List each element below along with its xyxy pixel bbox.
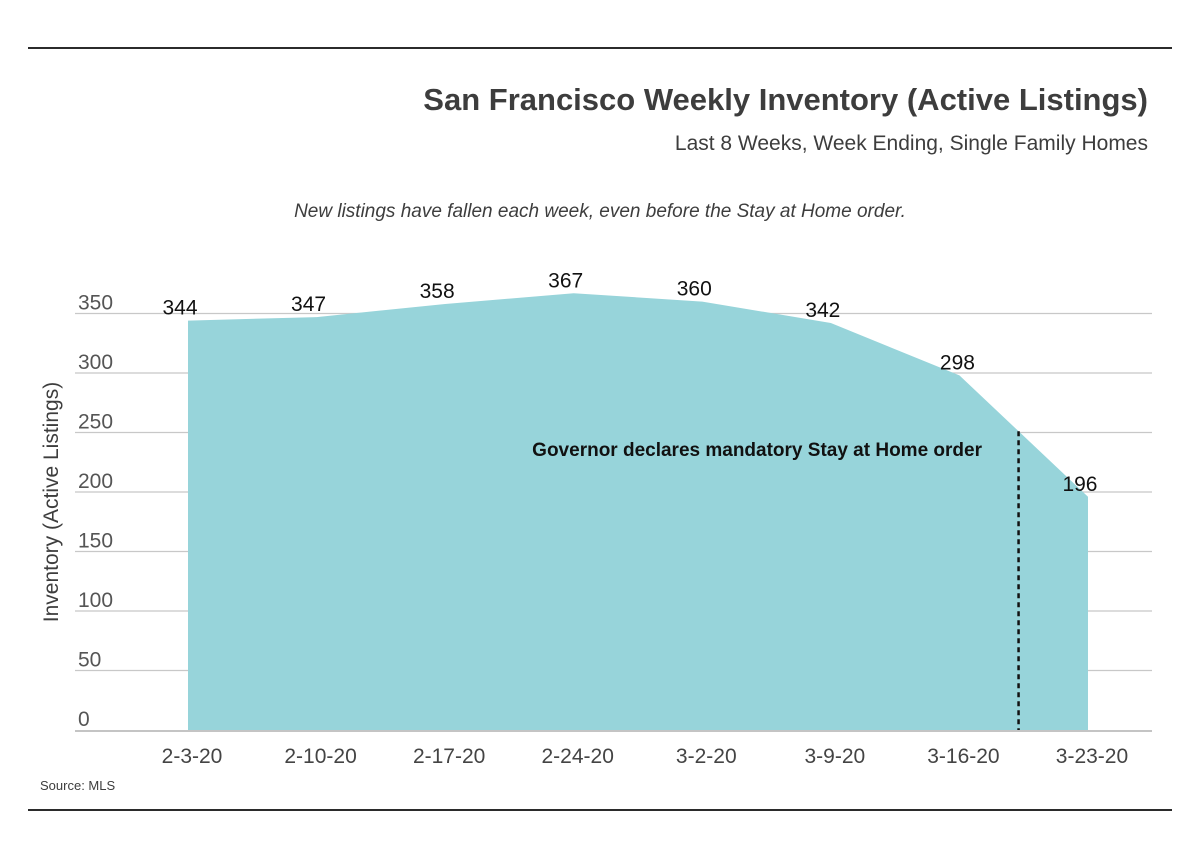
data-label: 367 (548, 269, 583, 292)
data-label: 298 (940, 351, 975, 374)
y-tick-label: 150 (78, 530, 113, 553)
y-axis-label: Inventory (Active Listings) (40, 381, 63, 623)
chart-subtitle: Last 8 Weeks, Week Ending, Single Family… (674, 132, 1148, 155)
data-label: 360 (677, 278, 712, 301)
top-rule (28, 47, 1172, 49)
y-tick-label: 100 (78, 589, 113, 612)
data-label: 196 (1062, 473, 1097, 496)
x-tick-label: 3-2-20 (676, 745, 737, 768)
data-label: 358 (420, 280, 455, 303)
y-tick-label: 300 (78, 351, 113, 374)
y-tick-label: 0 (78, 708, 90, 731)
bottom-rule (28, 809, 1172, 811)
chart-title: San Francisco Weekly Inventory (Active L… (423, 82, 1148, 117)
y-tick-label: 50 (78, 649, 101, 672)
x-tick-label: 3-9-20 (804, 745, 865, 768)
y-tick-label: 250 (78, 411, 113, 434)
x-tick-label: 2-17-20 (413, 745, 485, 768)
data-label: 347 (291, 293, 326, 316)
data-label: 344 (162, 297, 197, 320)
data-labels: 344 347 358 367 360 342 298 196 (162, 269, 1097, 495)
y-tick-labels: 0 50 100 150 200 250 300 350 (78, 292, 113, 732)
chart-note: New listings have fallen each week, even… (294, 201, 906, 222)
x-tick-label: 2-24-20 (542, 745, 614, 768)
annotation-label: Governor declares mandatory Stay at Home… (532, 440, 982, 461)
data-label: 342 (805, 299, 840, 322)
y-tick-label: 200 (78, 470, 113, 493)
x-tick-labels: 2-3-20 2-10-20 2-17-20 2-24-20 3-2-20 3-9-20 3… (162, 745, 1129, 768)
source-note: Source: MLS (40, 778, 116, 793)
inventory-area (188, 293, 1088, 730)
x-tick-label: 2-10-20 (284, 745, 356, 768)
x-tick-label: 3-16-20 (927, 745, 999, 768)
x-tick-label: 2-3-20 (162, 745, 223, 768)
y-tick-label: 350 (78, 292, 113, 315)
x-tick-label: 3-23-20 (1056, 745, 1128, 768)
